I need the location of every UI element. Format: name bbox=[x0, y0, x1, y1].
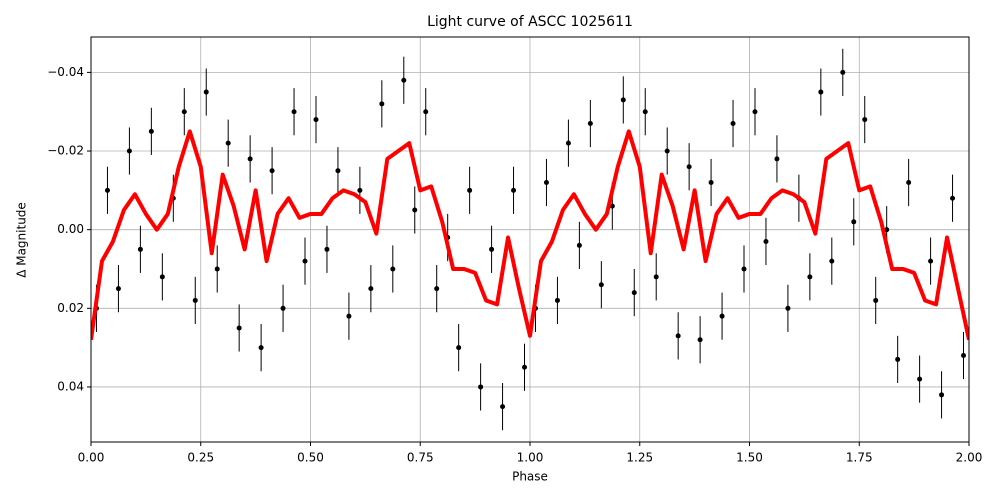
x-tick-label: 1.75 bbox=[846, 451, 873, 465]
data-point bbox=[412, 207, 418, 213]
data-point bbox=[686, 164, 692, 170]
data-point bbox=[609, 203, 615, 209]
data-point bbox=[269, 168, 275, 174]
data-point bbox=[565, 140, 571, 146]
data-point bbox=[379, 101, 385, 107]
data-point bbox=[313, 117, 319, 123]
x-tick-label: 2.00 bbox=[956, 451, 983, 465]
data-point bbox=[752, 109, 758, 115]
data-point bbox=[829, 258, 835, 264]
axes-frame bbox=[90, 36, 970, 443]
data-point bbox=[818, 89, 824, 95]
data-point bbox=[247, 156, 253, 162]
y-tick-label: 0.02 bbox=[57, 301, 84, 315]
data-point bbox=[258, 345, 264, 351]
data-point bbox=[126, 148, 132, 154]
data-point bbox=[576, 242, 582, 248]
data-point bbox=[895, 356, 901, 362]
data-point bbox=[489, 246, 495, 252]
y-tick-label: 0.00 bbox=[57, 222, 84, 236]
data-point bbox=[730, 121, 736, 127]
data-point bbox=[148, 128, 154, 134]
data-point bbox=[642, 109, 648, 115]
data-point bbox=[522, 364, 528, 370]
data-point bbox=[862, 117, 868, 123]
data-point bbox=[620, 97, 626, 103]
y-tick-label: −0.04 bbox=[47, 65, 84, 79]
data-point bbox=[664, 148, 670, 154]
x-tick-label: 0.00 bbox=[78, 451, 105, 465]
data-point bbox=[280, 305, 286, 311]
x-tick-label: 1.25 bbox=[626, 451, 653, 465]
x-tick-label: 1.50 bbox=[736, 451, 763, 465]
data-point bbox=[631, 290, 637, 296]
data-point bbox=[719, 313, 725, 319]
data-point bbox=[708, 179, 714, 185]
data-point bbox=[675, 333, 681, 339]
y-axis-label: Δ Magnitude bbox=[15, 202, 29, 278]
data-point bbox=[478, 384, 484, 390]
x-tick-label: 0.75 bbox=[407, 451, 434, 465]
y-tick-label: −0.02 bbox=[47, 144, 84, 158]
data-point bbox=[390, 266, 396, 272]
data-point bbox=[697, 337, 703, 343]
data-point bbox=[423, 109, 429, 115]
data-point bbox=[104, 187, 110, 193]
data-point bbox=[950, 195, 956, 201]
data-point bbox=[335, 168, 341, 174]
data-point bbox=[851, 219, 857, 225]
data-point bbox=[324, 246, 330, 252]
plot-area bbox=[91, 48, 969, 431]
data-point bbox=[511, 187, 517, 193]
data-point bbox=[467, 187, 473, 193]
data-point bbox=[357, 187, 363, 193]
data-point bbox=[137, 246, 143, 252]
x-tick-label: 0.25 bbox=[187, 451, 214, 465]
data-point bbox=[774, 156, 780, 162]
data-point bbox=[236, 325, 242, 331]
data-point bbox=[939, 392, 945, 398]
data-point bbox=[928, 258, 934, 264]
data-point bbox=[115, 286, 121, 292]
model-line bbox=[91, 129, 969, 341]
data-point bbox=[763, 238, 769, 244]
data-point bbox=[840, 69, 846, 75]
data-point bbox=[225, 140, 231, 146]
data-point bbox=[906, 179, 912, 185]
data-point bbox=[192, 297, 198, 303]
data-point bbox=[401, 77, 407, 83]
data-point bbox=[884, 227, 890, 233]
data-point bbox=[653, 274, 659, 280]
data-point bbox=[598, 282, 604, 288]
y-tick-label: 0.04 bbox=[57, 379, 84, 393]
x-tick-label: 0.50 bbox=[297, 451, 324, 465]
data-point bbox=[554, 297, 560, 303]
data-point bbox=[741, 266, 747, 272]
x-axis-label: Phase bbox=[512, 470, 548, 484]
data-point bbox=[346, 313, 352, 319]
chart-title: Light curve of ASCC 1025611 bbox=[427, 14, 633, 30]
data-point bbox=[543, 179, 549, 185]
data-point bbox=[302, 258, 308, 264]
data-point bbox=[181, 109, 187, 115]
data-point bbox=[500, 404, 506, 410]
data-point bbox=[368, 286, 374, 292]
data-point bbox=[917, 376, 923, 382]
data-point bbox=[807, 274, 813, 280]
data-point bbox=[961, 352, 967, 358]
x-tick-label: 1.00 bbox=[517, 451, 544, 465]
data-point bbox=[456, 345, 462, 351]
data-point bbox=[785, 305, 791, 311]
data-point bbox=[291, 109, 297, 115]
data-point bbox=[873, 297, 879, 303]
data-point bbox=[159, 274, 165, 280]
data-point bbox=[587, 121, 593, 127]
data-point bbox=[203, 89, 209, 95]
data-point bbox=[214, 266, 220, 272]
data-point bbox=[434, 286, 440, 292]
